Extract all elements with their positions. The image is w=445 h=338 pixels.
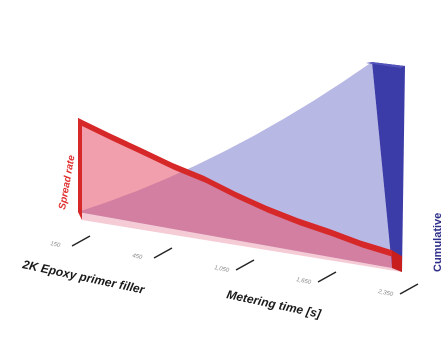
floor-strip (78, 212, 402, 272)
x-tick-mark (235, 259, 255, 271)
x-tick-mark (71, 235, 91, 247)
spread-rate-label: Spread rate (57, 154, 77, 211)
cumulative-label: Cumulative (432, 213, 444, 272)
x-tick-label: 2,350 (377, 289, 395, 298)
x-tick-label: 1,650 (296, 277, 313, 286)
chart-floor (78, 212, 402, 272)
x-axis: 150 450 1,050 1,650 2,350 (50, 235, 419, 298)
spread-rate-line (78, 118, 394, 258)
spread-rate-right-edge (392, 250, 402, 272)
x-tick-mark (317, 271, 337, 283)
cumulative-top-edge (366, 62, 405, 68)
x-tick-mark (399, 283, 419, 295)
x-axis-title: Metering time [s] (225, 287, 323, 321)
x-tick-label: 150 (50, 241, 62, 249)
spread-rate-series (78, 118, 402, 272)
cumulative-side (372, 62, 405, 272)
x-tick-label: 450 (132, 253, 144, 261)
depth-axis-title: 2K Epoxy primer filler (20, 257, 147, 297)
x-tick-mark (153, 247, 173, 259)
x-tick-label: 1,050 (214, 265, 231, 274)
spread-rate-left-edge (78, 118, 82, 220)
